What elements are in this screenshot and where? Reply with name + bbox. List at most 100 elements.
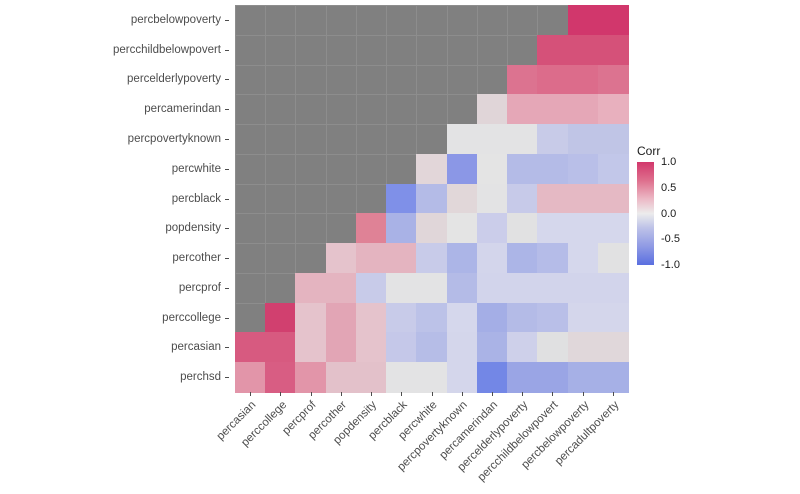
heatmap-cell bbox=[416, 183, 448, 214]
heatmap-cell bbox=[325, 243, 357, 274]
heatmap-cell bbox=[507, 94, 538, 125]
heatmap-cell bbox=[597, 94, 629, 125]
heatmap-cell bbox=[507, 332, 538, 363]
heatmap-cell bbox=[476, 243, 508, 274]
heatmap-cell bbox=[446, 124, 478, 155]
y-axis-tick-label: percpovertyknown bbox=[127, 132, 221, 145]
heatmap-cell bbox=[265, 302, 297, 334]
x-axis-tick-mark bbox=[491, 392, 493, 396]
x-axis-tick-mark bbox=[461, 392, 463, 396]
heatmap-cell bbox=[416, 332, 448, 363]
heatmap-cell bbox=[476, 272, 508, 304]
heatmap-cell bbox=[355, 362, 387, 393]
heatmap-cell bbox=[507, 124, 538, 155]
legend-tick-mark bbox=[654, 265, 658, 266]
heatmap-cell bbox=[416, 153, 448, 185]
heatmap-cell bbox=[537, 153, 569, 185]
heatmap-cell bbox=[567, 272, 599, 304]
heatmap-grid bbox=[235, 5, 629, 393]
heatmap-cell bbox=[355, 332, 387, 363]
heatmap-cell bbox=[325, 332, 357, 363]
heatmap-cell bbox=[446, 332, 478, 363]
y-axis-tick-mark bbox=[225, 377, 229, 379]
y-axis-tick-label: percblack bbox=[171, 192, 221, 205]
y-axis-tick-label: percasian bbox=[171, 341, 221, 354]
heatmap-cell bbox=[386, 272, 417, 304]
heatmap-cell bbox=[537, 124, 569, 155]
heatmap-cell bbox=[567, 64, 599, 95]
heatmap-cell bbox=[507, 153, 538, 185]
heatmap-cell bbox=[567, 94, 599, 125]
heatmap-cell bbox=[295, 362, 327, 393]
heatmap-cell bbox=[597, 362, 629, 393]
heatmap-cell bbox=[386, 302, 417, 334]
heatmap-cell bbox=[537, 94, 569, 125]
heatmap-cell bbox=[567, 183, 599, 214]
heatmap-panel bbox=[235, 5, 629, 393]
heatmap-cell bbox=[446, 243, 478, 274]
legend: Corr 1.0 0.5 0.0 -0.5 -1.0 bbox=[636, 144, 756, 274]
heatmap-cell bbox=[476, 332, 508, 363]
gridline-horizontal bbox=[235, 124, 628, 125]
heatmap-cell bbox=[416, 213, 448, 244]
heatmap-cell bbox=[567, 213, 599, 244]
heatmap-cell bbox=[446, 362, 478, 393]
heatmap-cell bbox=[597, 34, 629, 66]
heatmap-cell bbox=[567, 243, 599, 274]
heatmap-cell bbox=[386, 183, 417, 214]
y-axis-tick-label: perchsd bbox=[180, 371, 221, 384]
heatmap-cell bbox=[507, 302, 538, 334]
x-axis-tick-mark bbox=[340, 392, 342, 396]
heatmap-cell bbox=[325, 302, 357, 334]
heatmap-cell bbox=[476, 302, 508, 334]
heatmap-cell bbox=[386, 362, 417, 393]
x-axis-tick-mark bbox=[552, 392, 554, 396]
heatmap-cell bbox=[507, 64, 538, 95]
legend-colorbar-wrap: 1.0 0.5 0.0 -0.5 -1.0 bbox=[636, 156, 696, 271]
x-axis-tick-mark bbox=[582, 392, 584, 396]
heatmap-cell bbox=[476, 213, 508, 244]
gridline-horizontal bbox=[235, 94, 628, 95]
heatmap-cell bbox=[446, 183, 478, 214]
heatmap-cell bbox=[567, 5, 599, 36]
y-axis-tick-mark bbox=[225, 49, 229, 51]
heatmap-cell bbox=[416, 362, 448, 393]
legend-colorbar bbox=[637, 162, 654, 265]
heatmap-cell bbox=[476, 153, 508, 185]
gridline-horizontal bbox=[235, 35, 628, 36]
legend-tick-label: 0.5 bbox=[661, 181, 677, 194]
heatmap-cell bbox=[567, 34, 599, 66]
heatmap-cell bbox=[597, 243, 629, 274]
heatmap-cell bbox=[537, 183, 569, 214]
heatmap-cell bbox=[355, 302, 387, 334]
heatmap-cell bbox=[507, 243, 538, 274]
heatmap-cell bbox=[355, 272, 387, 304]
y-axis-tick-mark bbox=[225, 168, 229, 170]
heatmap-cell bbox=[325, 272, 357, 304]
y-axis-tick-mark bbox=[225, 258, 229, 260]
heatmap-cell bbox=[597, 272, 629, 304]
heatmap-cell bbox=[507, 213, 538, 244]
legend-tick-label: -0.5 bbox=[661, 233, 680, 246]
y-axis-tick-mark bbox=[225, 347, 229, 349]
heatmap-cell bbox=[567, 302, 599, 334]
y-axis-tick-label: percbelowpoverty bbox=[130, 13, 221, 26]
legend-tick-mark bbox=[654, 213, 658, 215]
gridline-vertical bbox=[326, 5, 327, 392]
heatmap-cell bbox=[355, 243, 387, 274]
heatmap-cell bbox=[597, 153, 629, 185]
heatmap-cell bbox=[537, 213, 569, 244]
heatmap-cell bbox=[537, 302, 569, 334]
heatmap-cell bbox=[265, 332, 297, 363]
heatmap-cell bbox=[507, 362, 538, 393]
gridline-vertical bbox=[235, 5, 236, 392]
y-axis-tick-label: popdensity bbox=[165, 222, 221, 235]
y-axis-tick-label: perccollege bbox=[162, 311, 221, 324]
heatmap-cell bbox=[476, 362, 508, 393]
legend-tick-label: -1.0 bbox=[661, 259, 680, 271]
y-axis-tick-mark bbox=[225, 109, 229, 111]
heatmap-cell bbox=[235, 362, 266, 393]
heatmap-cell bbox=[416, 243, 448, 274]
heatmap-cell bbox=[597, 302, 629, 334]
heatmap-cell bbox=[537, 332, 569, 363]
